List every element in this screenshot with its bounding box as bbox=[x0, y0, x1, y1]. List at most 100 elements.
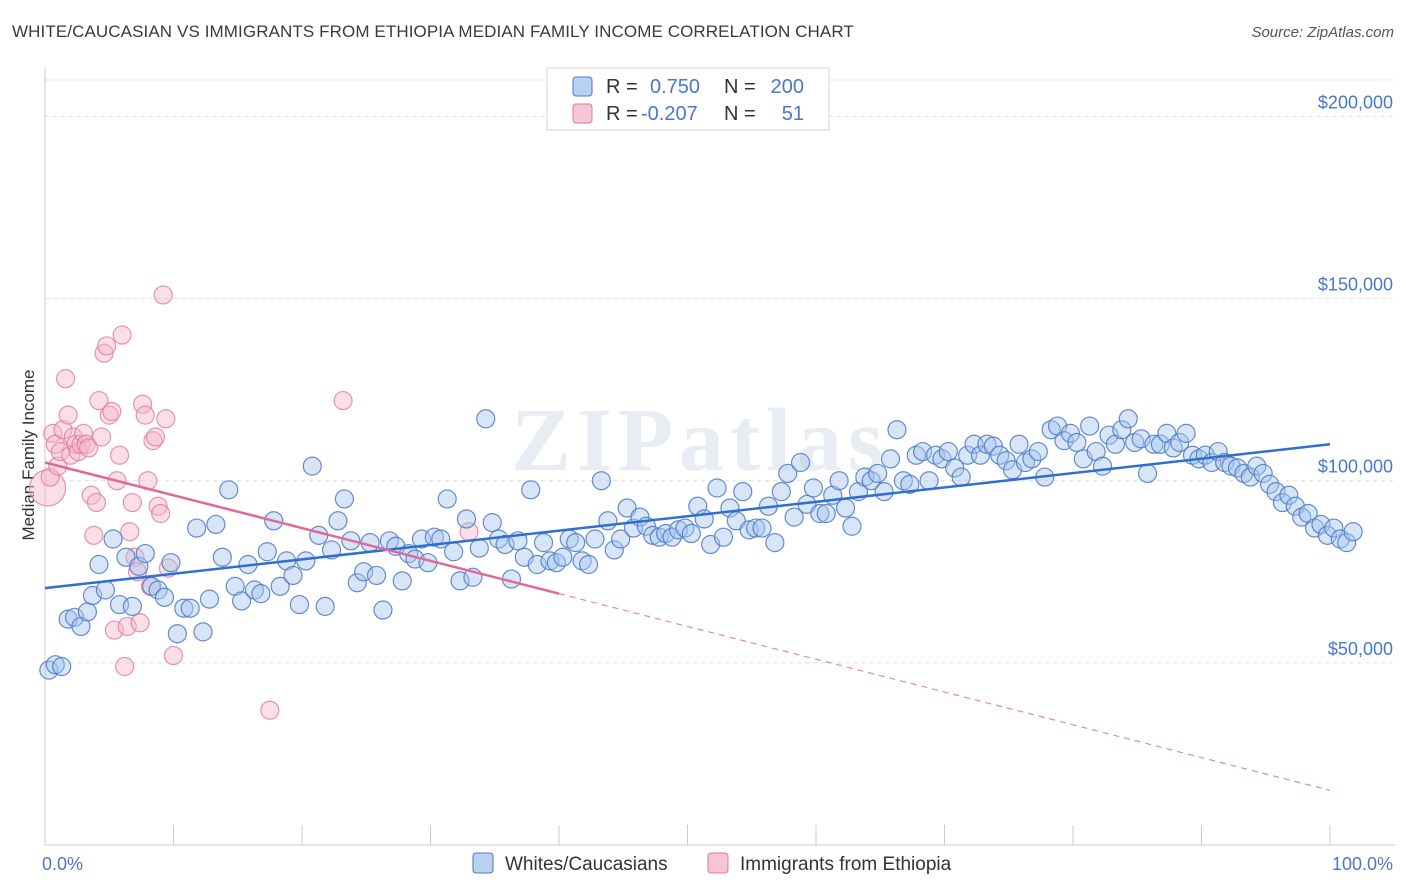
point-whites bbox=[900, 474, 920, 494]
point-whites bbox=[424, 527, 444, 547]
point-ethiopia bbox=[143, 431, 163, 451]
point-whites bbox=[521, 480, 541, 500]
bottom-legend-swatch-ethiopia bbox=[707, 852, 729, 874]
point-whites bbox=[187, 518, 207, 538]
point-whites bbox=[572, 551, 592, 571]
point-ethiopia bbox=[163, 645, 184, 666]
point-whites bbox=[392, 571, 412, 591]
point-ethiopia bbox=[153, 285, 173, 305]
point-ethiopia bbox=[84, 525, 104, 545]
point-whites bbox=[52, 656, 72, 677]
point-ethiopia bbox=[102, 401, 122, 422]
legend-r-label-ethiopia: R = bbox=[606, 103, 638, 125]
point-ethiopia bbox=[53, 420, 73, 440]
point-whites bbox=[328, 511, 348, 531]
point-ethiopia bbox=[130, 613, 150, 633]
trend-line-whites bbox=[44, 443, 1331, 590]
point-ethiopia bbox=[333, 390, 353, 411]
point-whites bbox=[1067, 432, 1087, 453]
point-ethiopia bbox=[91, 427, 112, 447]
point-whites bbox=[906, 445, 926, 465]
x-tick-label-0: 0.0% bbox=[42, 854, 83, 874]
point-whites bbox=[1240, 467, 1260, 487]
legend-swatch-ethiopia bbox=[572, 103, 593, 124]
bottom-legend-label-whites: Whites/Caucasians bbox=[505, 854, 668, 875]
point-ethiopia bbox=[55, 369, 76, 389]
point-whites bbox=[315, 596, 335, 616]
point-whites bbox=[180, 598, 200, 618]
watermark: ZIPatlas bbox=[511, 391, 889, 490]
point-ethiopia bbox=[112, 325, 132, 345]
point-whites bbox=[212, 547, 232, 567]
point-whites bbox=[1022, 449, 1042, 469]
point-whites bbox=[913, 441, 933, 462]
point-ethiopia bbox=[94, 343, 114, 363]
point-ethiopia bbox=[135, 405, 155, 425]
point-whites bbox=[1112, 420, 1132, 440]
point-whites bbox=[977, 434, 997, 454]
point-whites bbox=[752, 518, 772, 538]
point-whites bbox=[161, 553, 181, 573]
point-whites bbox=[893, 471, 913, 491]
gridlines bbox=[45, 79, 1395, 664]
point-whites bbox=[1311, 514, 1331, 535]
point-whites bbox=[95, 580, 115, 600]
point-whites bbox=[771, 482, 791, 502]
point-whites bbox=[77, 602, 98, 622]
bottom-legend-swatch-whites bbox=[472, 852, 494, 874]
point-whites bbox=[835, 498, 856, 518]
point-whites bbox=[707, 478, 727, 498]
point-ethiopia bbox=[109, 445, 130, 465]
point-whites bbox=[167, 624, 187, 644]
point-whites bbox=[1092, 456, 1113, 476]
point-whites bbox=[199, 589, 220, 609]
point-whites bbox=[270, 576, 290, 596]
point-whites bbox=[257, 542, 277, 562]
point-ethiopia bbox=[89, 390, 109, 411]
point-ethiopia bbox=[117, 616, 137, 637]
point-whites bbox=[656, 523, 676, 544]
point-whites bbox=[476, 409, 496, 429]
point-ethiopia bbox=[28, 469, 67, 507]
legend-r-value-whites: 0.750 bbox=[650, 76, 700, 98]
point-ethiopia bbox=[68, 441, 89, 462]
point-whites bbox=[842, 516, 862, 536]
point-whites bbox=[1118, 409, 1138, 429]
point-whites bbox=[1009, 434, 1029, 454]
point-whites bbox=[193, 622, 213, 642]
point-whites bbox=[1324, 518, 1344, 538]
point-whites bbox=[1041, 420, 1061, 440]
point-whites bbox=[578, 554, 599, 575]
point-whites bbox=[527, 554, 547, 575]
y-axis-title: Median Family Income bbox=[19, 369, 38, 540]
legend-n-label-whites: N = bbox=[724, 76, 756, 98]
point-whites bbox=[354, 562, 374, 582]
series-ethiopia-points bbox=[28, 285, 479, 720]
point-whites bbox=[456, 509, 477, 529]
point-whites bbox=[803, 478, 824, 498]
point-whites bbox=[919, 471, 939, 491]
point-whites bbox=[868, 463, 888, 484]
point-whites bbox=[444, 542, 464, 562]
axes bbox=[44, 68, 1395, 846]
y-tick-labels: $50,000 $100,000 $150,000 $200,000 bbox=[1318, 92, 1393, 658]
point-whites bbox=[604, 540, 624, 560]
point-whites bbox=[366, 565, 387, 586]
point-whites bbox=[219, 480, 239, 500]
point-whites bbox=[334, 489, 355, 509]
point-ethiopia bbox=[151, 503, 171, 524]
point-ethiopia bbox=[122, 492, 142, 513]
point-whites bbox=[1137, 463, 1158, 484]
point-whites bbox=[611, 529, 631, 549]
point-whites bbox=[174, 598, 194, 618]
point-whites bbox=[1272, 492, 1293, 513]
point-whites bbox=[482, 513, 502, 533]
point-whites bbox=[450, 571, 470, 591]
legend-n-label-ethiopia: N = bbox=[724, 103, 756, 125]
point-whites bbox=[1247, 456, 1267, 476]
bottom-legend-label-ethiopia: Immigrants from Ethiopia bbox=[740, 854, 952, 875]
point-ethiopia bbox=[156, 409, 176, 429]
point-whites bbox=[540, 551, 560, 571]
point-whites bbox=[951, 467, 971, 487]
